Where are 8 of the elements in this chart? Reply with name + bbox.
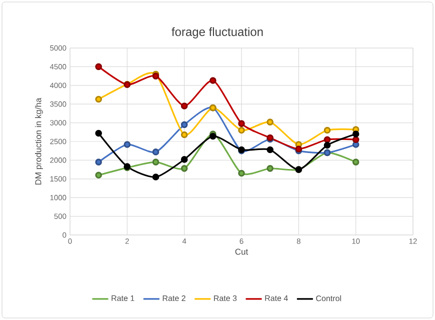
x-axis-title: Cut bbox=[235, 248, 248, 255]
legend-label: Rate 3 bbox=[214, 295, 237, 302]
legend-label: Rate 2 bbox=[162, 295, 186, 302]
legend-label: Rate 4 bbox=[265, 295, 288, 302]
chart-title: forage fluctuation bbox=[172, 27, 263, 38]
legend-label: Rate 1 bbox=[112, 295, 134, 302]
y-axis-title: DM production in kg/ha bbox=[35, 98, 43, 185]
legend-label: Control bbox=[316, 295, 341, 302]
